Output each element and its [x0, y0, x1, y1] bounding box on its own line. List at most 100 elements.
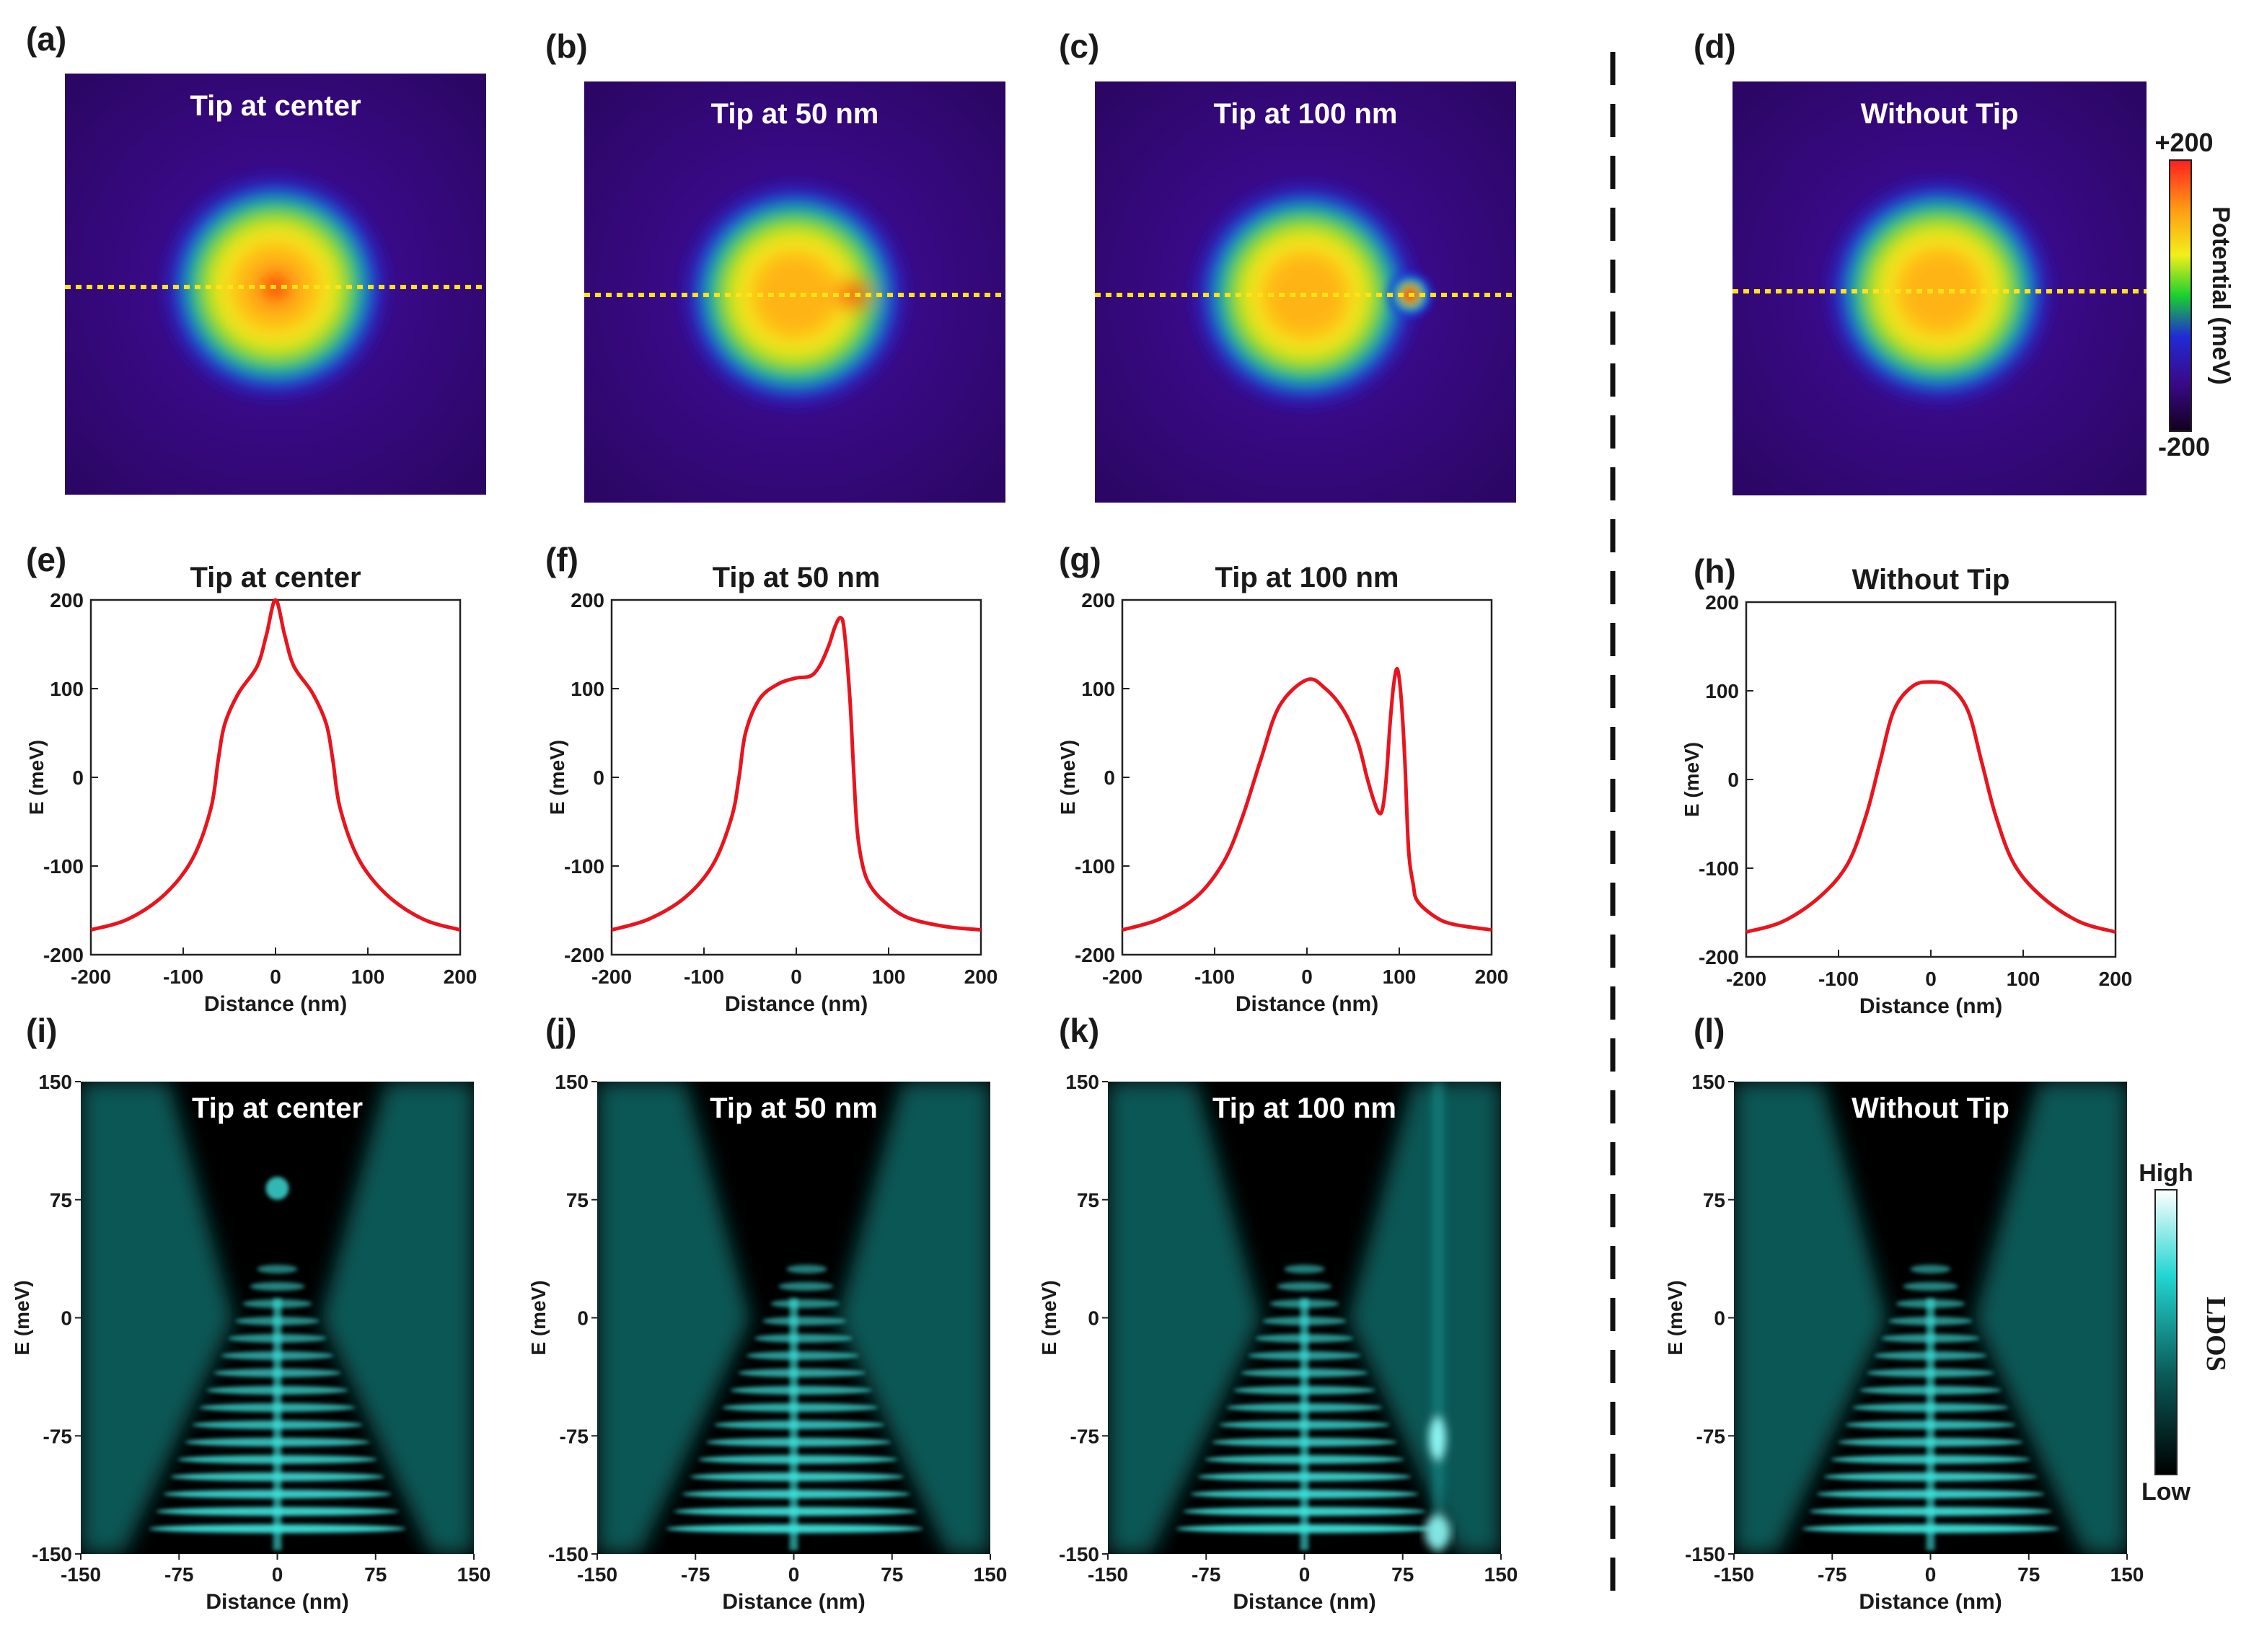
y-tick-label: -100 — [1699, 857, 1739, 880]
y-tick-label: 0 — [1727, 769, 1739, 791]
x-axis-label: Distance (nm) — [206, 1590, 348, 1614]
x-axis-label: Distance (nm) — [725, 992, 868, 1016]
ldos-state-stripe — [1903, 1282, 1958, 1291]
colorbar-high-label: High — [2139, 1160, 2193, 1187]
plot-title: Tip at 50 nm — [713, 562, 881, 593]
ldos-map-title: Without Tip — [1852, 1092, 2009, 1124]
plot-title: Tip at 100 nm — [1215, 562, 1399, 593]
ldos-content — [81, 1082, 474, 1554]
x-tick-label: 0 — [1925, 968, 1937, 990]
ldos-state-stripe — [786, 1265, 827, 1273]
plot-frame — [610, 598, 982, 956]
ldos-state-stripe — [746, 1351, 859, 1360]
y-axis-label: E (meV) — [1664, 1280, 1686, 1355]
panel-letter: (i) — [26, 1012, 57, 1049]
plot-title: Tip at center — [190, 562, 361, 593]
x-tick-label: -75 — [1192, 1563, 1220, 1586]
y-tick-label: 0 — [1714, 1307, 1725, 1330]
y-axis-label: E (meV) — [1038, 1280, 1060, 1355]
y-tick-label: 75 — [1703, 1189, 1725, 1211]
ldos-state-stripe — [730, 1386, 872, 1395]
colorbar-min-label: -200 — [2158, 432, 2210, 461]
x-tick-label: 100 — [1383, 966, 1417, 988]
potential-map-panel: (c) Tip at 100 nm — [1059, 27, 1516, 503]
ldos-state-stripe — [770, 1299, 840, 1308]
y-tick-label: -100 — [564, 855, 604, 878]
potential-profiles-row: (e) Tip at center -200 -100 0 100 200 200 100 0 -1… — [25, 541, 2132, 1018]
y-tick-label: 0 — [1104, 767, 1115, 789]
y-tick-label: -75 — [1070, 1425, 1099, 1447]
panel-letter: (l) — [1694, 1012, 1725, 1049]
x-tick-label: 0 — [788, 1563, 800, 1586]
map-title: Tip at center — [190, 90, 361, 122]
panel-letter: (h) — [1694, 552, 1736, 590]
ldos-map-title: Tip at 100 nm — [1212, 1092, 1396, 1124]
ldos-map-title: Tip at 50 nm — [710, 1092, 878, 1124]
x-tick-label: 200 — [444, 966, 477, 988]
ldos-state-stripe — [706, 1438, 891, 1446]
ldos-stripes — [1176, 1265, 1433, 1550]
panel-letter: (f) — [545, 541, 578, 578]
ldos-center-stem — [1926, 1298, 1935, 1550]
potential-profile-line — [1122, 666, 1492, 932]
panel-letter: (c) — [1059, 27, 1099, 65]
ldos-colorbar: High Low LDOS — [2139, 1160, 2231, 1506]
panel-letter: (k) — [1059, 1012, 1099, 1049]
x-tick-label: -100 — [163, 966, 203, 988]
y-tick-label: -200 — [564, 944, 604, 966]
panel-letter: (a) — [26, 20, 66, 58]
y-tick-label: -100 — [1075, 855, 1115, 878]
left-continuum — [597, 1082, 751, 1554]
y-tick-label: 0 — [1088, 1307, 1099, 1330]
x-tick-label: 100 — [872, 966, 906, 988]
potential-maps-row: (a) Tip at center (b) Tip at 50 nm (c) Tip at… — [26, 20, 2235, 503]
tip-resonance-column — [1432, 1082, 1444, 1554]
profile-plot-panel: (e) Tip at center -200 -100 0 100 200 200 100 0 -1… — [25, 541, 477, 1016]
x-tick-label: -200 — [71, 966, 111, 988]
potential-profile-line — [611, 616, 982, 932]
x-tick-label: 0 — [1299, 1563, 1311, 1586]
x-tick-label: 100 — [351, 966, 385, 988]
y-tick-label: 75 — [566, 1189, 589, 1211]
x-tick-label: 75 — [364, 1563, 387, 1586]
x-axis-label: Distance (nm) — [1859, 1590, 2002, 1614]
y-tick-label: 200 — [1081, 589, 1115, 611]
tip-resonance-low — [1425, 1515, 1450, 1550]
ldos-state-stripe — [738, 1369, 866, 1377]
x-tick-label: 0 — [1301, 966, 1313, 988]
ldos-state-stripe — [714, 1421, 885, 1429]
y-tick-label: -200 — [43, 944, 84, 966]
y-tick-label: -200 — [1075, 944, 1115, 966]
y-axis-label: E (meV) — [11, 1280, 33, 1355]
potential-colorbar-gradient — [2169, 159, 2192, 432]
x-tick-label: 0 — [272, 1563, 283, 1586]
plot-title: Without Tip — [1852, 564, 2010, 596]
x-tick-label: -150 — [1714, 1563, 1754, 1586]
tip-hotspot — [840, 281, 868, 309]
x-tick-label: 150 — [457, 1563, 491, 1586]
ldos-map-panel: (i) Tip at center -150 -75 0 75 150 150 75 0 -75 -1… — [11, 1012, 490, 1614]
y-tick-label: 150 — [1691, 1071, 1725, 1093]
ldos-map-panel: (j) Tip at 50 nm -150 -75 0 75 150 150 75 0 -75 -15… — [527, 1012, 1007, 1614]
ldos-state-stripe — [778, 1282, 834, 1291]
y-tick-label: 150 — [1065, 1071, 1099, 1093]
y-tick-label: 100 — [1705, 680, 1739, 702]
y-tick-label: 75 — [50, 1189, 72, 1211]
ldos-map-panel: (l) Without Tip -150 -75 0 75 150 150 75 0 -75 -150… — [1664, 1012, 2144, 1614]
ldos-state-stripe — [1910, 1265, 1951, 1273]
ldos-stripes — [149, 1177, 406, 1550]
ldos-side-lobes — [81, 1082, 474, 1554]
x-tick-label: 200 — [2099, 968, 2133, 990]
map-title: Without Tip — [1861, 98, 2019, 130]
ldos-map-title: Tip at center — [192, 1092, 363, 1124]
y-tick-label: 0 — [593, 767, 604, 789]
panel-letter: (g) — [1059, 541, 1101, 578]
x-tick-label: -150 — [577, 1563, 617, 1586]
x-tick-label: 200 — [1475, 966, 1509, 988]
plot-frame — [89, 598, 462, 956]
ldos-content — [1734, 1082, 2127, 1554]
ldos-state-stripe — [1284, 1265, 1325, 1273]
ldos-stripes — [1802, 1265, 2059, 1550]
x-tick-label: -150 — [1088, 1563, 1128, 1586]
